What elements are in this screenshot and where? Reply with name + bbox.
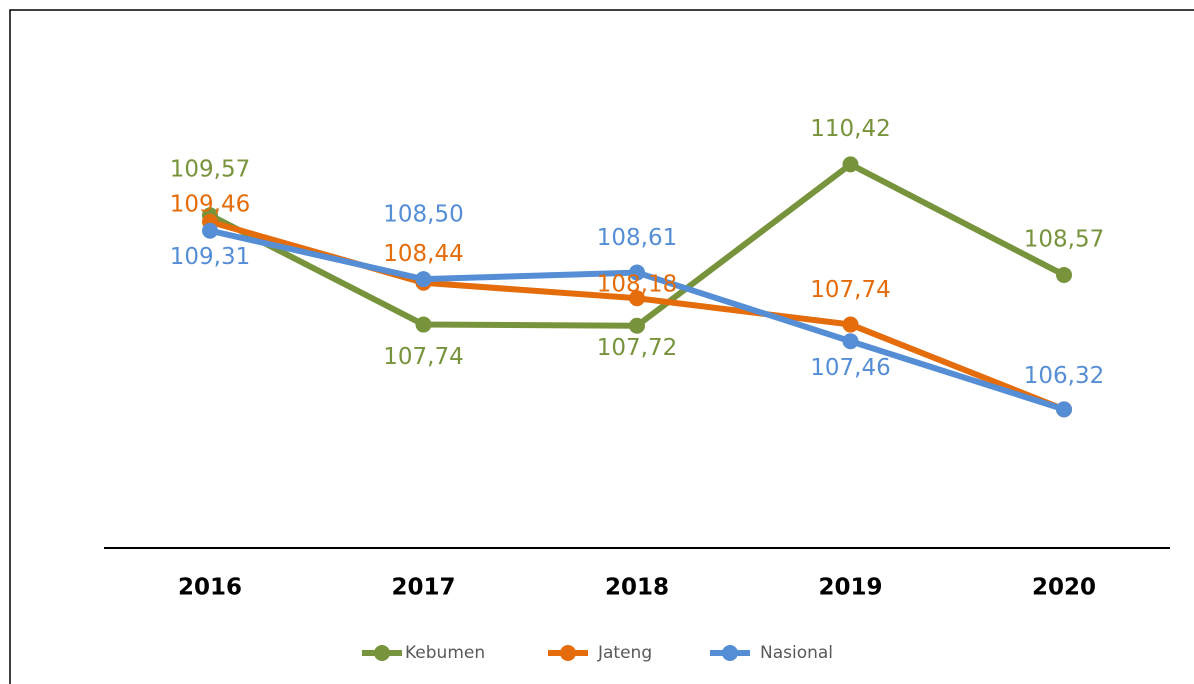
- chart-frame: [9, 9, 1194, 684]
- data-label: 109,46: [170, 191, 250, 217]
- data-label: 109,31: [170, 244, 250, 270]
- point: [842, 333, 859, 350]
- data-label: 107,46: [810, 355, 890, 381]
- data-label: 107,74: [810, 277, 890, 303]
- legend-marker: [722, 645, 738, 661]
- point: [415, 271, 432, 288]
- x-tick-label: 2020: [1032, 575, 1096, 601]
- data-label: 108,44: [383, 241, 463, 267]
- data-label: 110,42: [810, 116, 890, 142]
- data-label: 108,18: [597, 272, 677, 298]
- legend-marker: [374, 645, 390, 661]
- legend-label: Nasional: [760, 643, 833, 663]
- legend-marker: [560, 645, 576, 661]
- data-label: 108,50: [383, 202, 463, 228]
- data-label: 109,57: [170, 157, 250, 183]
- legend-label: Kebumen: [405, 643, 485, 663]
- data-label: 108,61: [597, 225, 677, 251]
- point: [629, 264, 645, 281]
- x-tick-label: 2016: [178, 575, 242, 601]
- point: [1056, 401, 1072, 418]
- point: [202, 222, 218, 239]
- x-tick-label: 2018: [605, 575, 669, 601]
- point: [415, 316, 432, 333]
- x-tick-label: 2017: [391, 575, 455, 601]
- legend-label: Jateng: [597, 643, 652, 663]
- data-label: 107,72: [597, 335, 677, 361]
- x-tick-label: 2019: [818, 575, 882, 601]
- point: [842, 156, 859, 173]
- point: [629, 290, 645, 307]
- point: [629, 317, 645, 334]
- data-label: 108,57: [1024, 226, 1104, 252]
- point: [1056, 266, 1072, 283]
- point: [842, 316, 859, 333]
- data-label: 106,32: [1024, 363, 1104, 389]
- data-label: 107,74: [383, 344, 463, 370]
